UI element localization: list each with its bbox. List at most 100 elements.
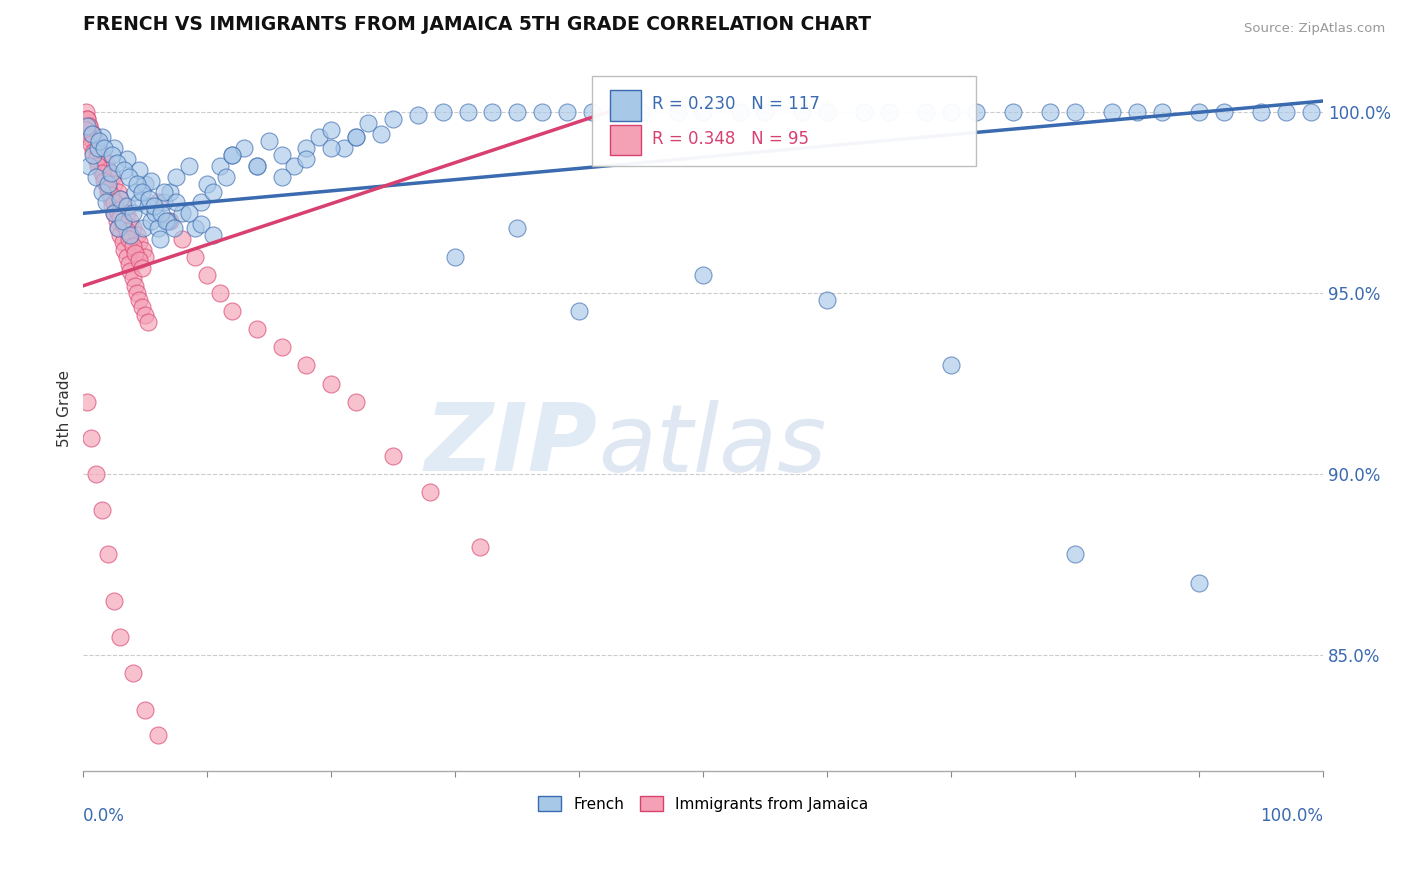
Point (124, 185, 146, 199)
Point (506, 220, 529, 235)
Point (605, 104, 627, 119)
Point (105, 155, 128, 169)
Point (124, 246, 146, 260)
Point (79, 120, 101, 134)
Point (344, 394, 367, 409)
Point (1002, 104, 1025, 119)
Point (143, 206, 166, 220)
Point (115, 250, 138, 264)
Point (568, 304, 591, 318)
Point (115, 224, 138, 238)
Point (107, 185, 129, 199)
FancyBboxPatch shape (610, 125, 641, 155)
Point (101, 199, 124, 213)
Point (149, 232, 172, 246)
Point (132, 220, 155, 235)
Point (122, 239, 145, 253)
Point (184, 220, 207, 235)
Point (111, 217, 134, 231)
Point (308, 130, 330, 145)
Point (134, 702, 156, 716)
Point (80, 127, 103, 141)
Point (344, 130, 367, 145)
Point (97, 181, 120, 195)
Point (82, 127, 104, 141)
Point (125, 285, 148, 300)
Point (1101, 104, 1123, 119)
Point (82, 134, 104, 148)
Point (202, 185, 225, 199)
Point (208, 285, 231, 300)
Point (112, 199, 135, 213)
Point (195, 268, 218, 282)
Point (79, 120, 101, 134)
Point (357, 116, 380, 130)
Point (82, 145, 104, 159)
Point (146, 728, 169, 742)
Text: ZIP: ZIP (425, 399, 598, 491)
Point (90, 166, 112, 180)
Point (754, 104, 776, 119)
Point (118, 232, 141, 246)
Point (141, 174, 163, 188)
Point (815, 104, 838, 119)
Point (153, 185, 176, 199)
Point (165, 195, 187, 210)
Point (97, 185, 120, 199)
Point (195, 178, 218, 192)
Point (270, 170, 292, 185)
Point (120, 213, 142, 227)
Point (270, 148, 292, 162)
Point (100, 166, 122, 180)
Point (136, 199, 159, 213)
Point (132, 243, 155, 257)
Point (110, 210, 132, 224)
Point (1275, 104, 1298, 119)
Point (221, 148, 243, 162)
Point (630, 104, 652, 119)
Point (110, 192, 132, 206)
Point (344, 130, 367, 145)
Point (382, 449, 405, 463)
Point (103, 195, 125, 210)
Point (668, 104, 690, 119)
Point (165, 170, 187, 185)
Point (76, 112, 98, 127)
Point (101, 170, 124, 185)
Point (146, 195, 169, 210)
Point (97, 178, 120, 192)
Point (853, 104, 876, 119)
Point (941, 359, 963, 373)
Point (90, 148, 112, 162)
Point (156, 213, 179, 227)
Point (159, 213, 181, 227)
Point (103, 206, 125, 220)
Point (457, 104, 479, 119)
Point (370, 127, 392, 141)
Point (80, 137, 103, 152)
FancyBboxPatch shape (610, 90, 641, 120)
Point (221, 304, 243, 318)
Point (692, 104, 714, 119)
Point (87, 141, 110, 155)
Point (89, 155, 111, 169)
Point (80, 431, 103, 445)
Point (128, 162, 150, 177)
Point (90, 503, 112, 517)
Point (246, 322, 269, 336)
Point (128, 195, 150, 210)
Point (103, 594, 125, 608)
Point (143, 199, 166, 213)
Point (103, 141, 125, 155)
Point (103, 178, 125, 192)
Point (94, 195, 117, 210)
Point (100, 188, 122, 202)
Point (90, 162, 112, 177)
Point (159, 185, 181, 199)
Point (107, 220, 129, 235)
Point (815, 293, 838, 308)
Point (125, 178, 148, 192)
Point (82, 148, 104, 162)
Point (80, 127, 103, 141)
Point (190, 217, 212, 231)
